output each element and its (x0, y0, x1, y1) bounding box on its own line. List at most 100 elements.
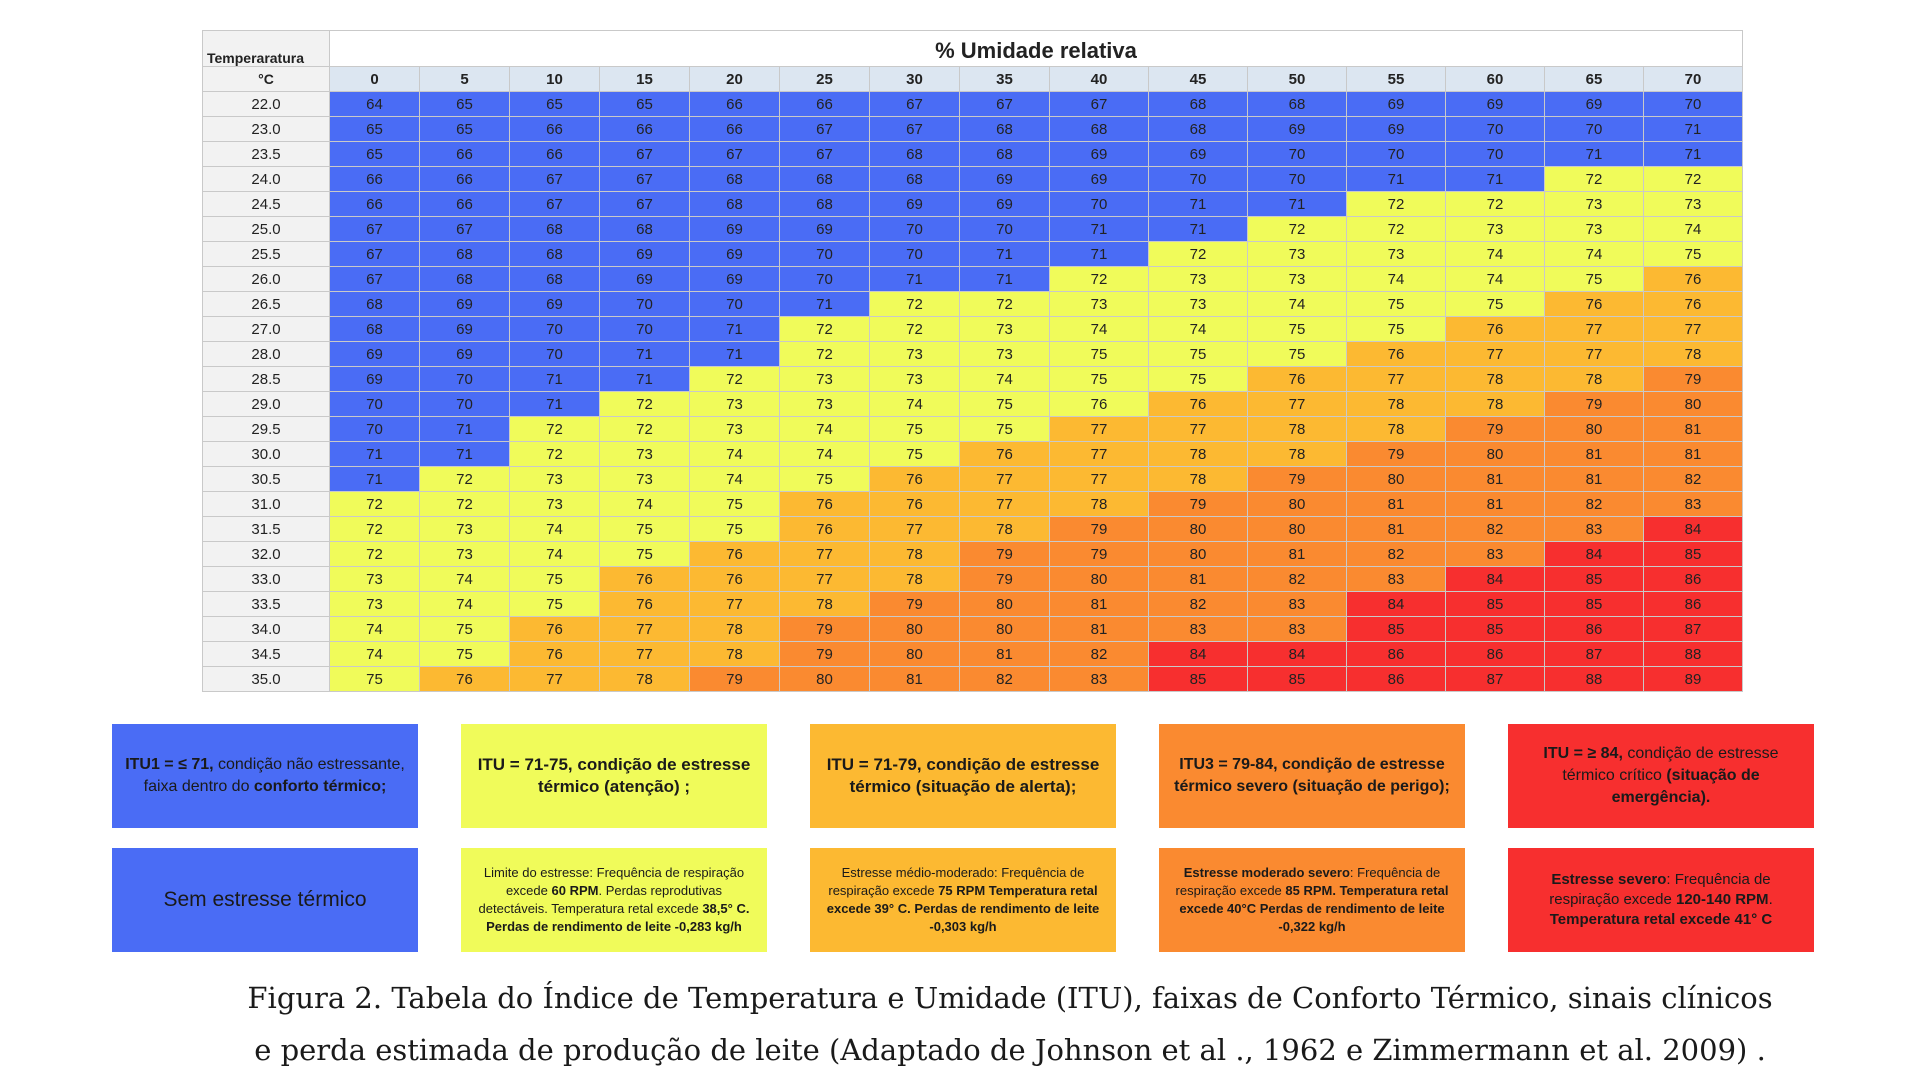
itu-cell: 80 (1049, 566, 1149, 592)
legend-severo-rpm: 120-140 RPM (1676, 891, 1769, 908)
itu-cell: 71 (689, 341, 780, 367)
itu-cell: 82 (1346, 541, 1446, 567)
itu-cell: 70 (1346, 141, 1446, 167)
itu-cell: 68 (1049, 116, 1149, 142)
legend-itu1-desc: condição não estressante, faixa dentro d… (143, 756, 405, 795)
table-row: 33.5 73 74 75 76 77 78 79 80 81 82 83 84 85 85 86 (202, 591, 1743, 617)
itu-cell: 84 (1544, 541, 1644, 567)
itu-cell: 73 (419, 541, 510, 567)
itu-cell: 76 (509, 641, 600, 667)
itu-cell: 72 (779, 341, 870, 367)
itu-cell: 82 (1643, 466, 1743, 492)
itu-cell: 81 (1544, 441, 1644, 467)
itu-cell: 65 (329, 116, 420, 142)
itu-cell: 70 (779, 241, 870, 267)
legend-medio-emphasis: 75 RPM Temperatura retal excede 39° C. P… (826, 883, 1100, 934)
table-row: 25.0 67 67 68 68 69 69 70 70 71 71 72 72 73 73 74 (202, 216, 1743, 242)
itu-cell: 70 (599, 316, 690, 342)
itu-cell: 76 (779, 516, 870, 542)
itu-cell: 71 (1247, 191, 1347, 217)
itu-cell: 77 (1544, 341, 1644, 367)
table-row: 35.0 75 76 77 78 79 80 81 82 83 85 85 86 87 88 89 (202, 666, 1743, 692)
itu-cell: 68 (779, 166, 870, 192)
itu-cell: 68 (329, 291, 420, 317)
itu-cell: 78 (1148, 466, 1248, 492)
temperature-cell: 30.5 (202, 466, 330, 492)
table-row: 24.5 66 66 67 67 68 68 69 69 70 71 71 72 72 73 73 (202, 191, 1743, 217)
itu-cell: 68 (959, 141, 1050, 167)
legend-itu-critical-desc: condição de estresse térmico crítico (1562, 745, 1779, 784)
itu-cell: 74 (1643, 216, 1743, 242)
itu-cell: 73 (1247, 241, 1347, 267)
itu-cell: 72 (329, 516, 420, 542)
legend-sem-estresse-box: Sem estresse térmico (112, 848, 418, 952)
temperature-cell: 33.5 (202, 591, 330, 617)
legend-limite-rpm: 60 RPM (551, 883, 599, 898)
itu-cell: 77 (1346, 366, 1446, 392)
legend-itu-attention-label: ITU = 71-75, condição de estresse térmic… (477, 755, 751, 796)
itu-cell: 80 (1148, 541, 1248, 567)
itu-cell: 66 (419, 166, 510, 192)
itu-cell: 74 (419, 566, 510, 592)
itu-cell: 77 (869, 516, 960, 542)
itu-cell: 71 (1643, 141, 1743, 167)
itu-cell: 72 (1049, 266, 1149, 292)
itu-cell: 79 (1445, 416, 1545, 442)
itu-cell: 69 (959, 191, 1050, 217)
itu-cell: 76 (1247, 366, 1347, 392)
itu-cell: 73 (869, 341, 960, 367)
table-row: 23.0 65 65 66 66 66 67 67 68 68 68 69 69 70 70 71 (202, 116, 1743, 142)
itu-cell: 73 (1148, 266, 1248, 292)
itu-cell: 69 (419, 291, 510, 317)
itu-cell: 71 (599, 366, 690, 392)
itu-cell: 72 (1544, 166, 1644, 192)
temperature-cell: 33.0 (202, 566, 330, 592)
itu-cell: 86 (1643, 566, 1743, 592)
humidity-header-5: 5 (419, 66, 510, 92)
itu-cell: 67 (869, 91, 960, 117)
itu-cell: 76 (1643, 266, 1743, 292)
legend-medio-box: Estresse médio-moderado: Frequência de r… (810, 848, 1116, 952)
itu-cell: 69 (419, 316, 510, 342)
itu-cell: 77 (1247, 391, 1347, 417)
itu-cell: 74 (419, 591, 510, 617)
itu-cell: 68 (1148, 91, 1248, 117)
itu-cell: 83 (1643, 491, 1743, 517)
legend-moderado-box: Estresse moderado severo: Frequência de … (1159, 848, 1465, 952)
legend-moderado-emphasis: 85 RPM. Temperatura retal excede 40°C Pe… (1179, 883, 1449, 934)
itu-cell: 70 (1445, 116, 1545, 142)
itu-cell: 69 (329, 341, 420, 367)
itu-cell: 86 (1346, 666, 1446, 692)
itu-cell: 80 (1247, 516, 1347, 542)
itu-cell: 75 (509, 591, 600, 617)
itu-cell: 74 (779, 416, 870, 442)
itu-cell: 67 (689, 141, 780, 167)
itu-cell: 65 (329, 141, 420, 167)
itu-cell: 67 (599, 141, 690, 167)
itu-cell: 75 (1049, 366, 1149, 392)
itu-cell: 81 (959, 641, 1050, 667)
itu-cell: 77 (689, 591, 780, 617)
itu-cell: 72 (419, 491, 510, 517)
itu-cell: 76 (1346, 341, 1446, 367)
itu-cell: 67 (509, 166, 600, 192)
itu-cell: 84 (1148, 641, 1248, 667)
humidity-header-25: 25 (779, 66, 870, 92)
itu-cell: 71 (599, 341, 690, 367)
itu-cell: 74 (959, 366, 1050, 392)
itu-cell: 73 (1049, 291, 1149, 317)
itu-cell: 72 (1346, 216, 1446, 242)
itu-cell: 81 (1643, 441, 1743, 467)
itu-cell: 79 (1148, 491, 1248, 517)
itu-cell: 79 (1544, 391, 1644, 417)
itu-cell: 67 (419, 216, 510, 242)
itu-cell: 73 (599, 441, 690, 467)
itu-cell: 81 (1346, 491, 1446, 517)
itu-cell: 85 (1247, 666, 1347, 692)
temperature-header: Temperaratura (202, 30, 330, 67)
itu-cell: 74 (1445, 266, 1545, 292)
itu-cell: 75 (599, 541, 690, 567)
itu-cell: 72 (689, 366, 780, 392)
itu-cell: 72 (1247, 216, 1347, 242)
itu-cell: 69 (419, 341, 510, 367)
